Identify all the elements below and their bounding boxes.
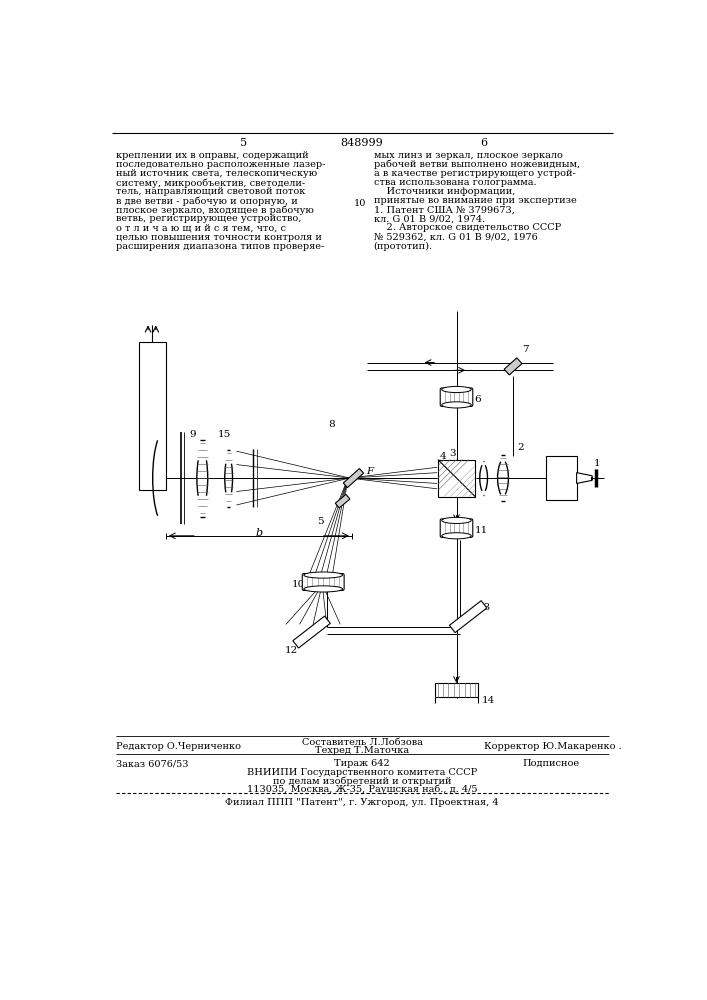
Ellipse shape bbox=[442, 386, 472, 393]
Text: Корректор Ю.Макаренко .: Корректор Ю.Макаренко . bbox=[484, 742, 621, 751]
Polygon shape bbox=[335, 494, 350, 508]
Text: № 529362, кл. G 01 B 9/02, 1976: № 529362, кл. G 01 B 9/02, 1976 bbox=[373, 233, 537, 242]
Text: F: F bbox=[366, 467, 373, 476]
Ellipse shape bbox=[304, 586, 343, 592]
Ellipse shape bbox=[442, 402, 472, 408]
Text: 113035, Москва, Ж-35, Раушская наб., д. 4/5: 113035, Москва, Ж-35, Раушская наб., д. … bbox=[247, 785, 477, 794]
Text: 14: 14 bbox=[481, 696, 495, 705]
FancyBboxPatch shape bbox=[303, 574, 344, 590]
Text: 10: 10 bbox=[354, 199, 367, 208]
Text: а в качестве регистрирующего устрой-: а в качестве регистрирующего устрой- bbox=[373, 169, 575, 178]
Text: целью повышения точности контроля и: целью повышения точности контроля и bbox=[115, 233, 322, 242]
Text: Источники информации,: Источники информации, bbox=[373, 187, 515, 196]
Text: мых линз и зеркал, плоское зеркало: мых линз и зеркал, плоское зеркало bbox=[373, 151, 563, 160]
Text: 15: 15 bbox=[218, 430, 231, 439]
Text: рабочей ветви выполнено ножевидным,: рабочей ветви выполнено ножевидным, bbox=[373, 160, 580, 169]
Text: Редактор О.Черниченко: Редактор О.Черниченко bbox=[115, 742, 240, 751]
Text: Заказ 6076/53: Заказ 6076/53 bbox=[115, 759, 188, 768]
Text: принятые во внимание при экспертизе: принятые во внимание при экспертизе bbox=[373, 196, 576, 205]
Text: (прототип).: (прототип). bbox=[373, 242, 433, 251]
FancyBboxPatch shape bbox=[440, 388, 473, 406]
Text: расширения диапазона типов проверяе-: расширения диапазона типов проверяе- bbox=[115, 242, 324, 251]
Bar bbox=[438, 460, 475, 497]
Text: о т л и ч а ю щ и й с я тем, что, с: о т л и ч а ю щ и й с я тем, что, с bbox=[115, 223, 286, 232]
Text: Подписное: Подписное bbox=[522, 759, 580, 768]
Polygon shape bbox=[344, 469, 363, 488]
Text: b: b bbox=[255, 528, 262, 538]
Text: 1: 1 bbox=[594, 459, 600, 468]
Text: 5: 5 bbox=[240, 138, 247, 148]
Text: 3: 3 bbox=[449, 449, 455, 458]
Text: ства использована голограмма.: ства использована голограмма. bbox=[373, 178, 536, 187]
Bar bbox=[436, 683, 478, 697]
Text: ветвь, регистрирующее устройство,: ветвь, регистрирующее устройство, bbox=[115, 214, 301, 223]
Text: Техред Т.Маточка: Техред Т.Маточка bbox=[315, 746, 409, 755]
Text: 1. Патент США № 3799673,: 1. Патент США № 3799673, bbox=[373, 205, 515, 214]
Text: 2: 2 bbox=[517, 443, 524, 452]
Text: 10: 10 bbox=[292, 580, 305, 589]
FancyBboxPatch shape bbox=[440, 519, 473, 537]
Text: Филиал ППП "Патент", г. Ужгород, ул. Проектная, 4: Филиал ППП "Патент", г. Ужгород, ул. Про… bbox=[225, 798, 498, 807]
Text: ВНИИПИ Государственного комитета СССР: ВНИИПИ Государственного комитета СССР bbox=[247, 768, 477, 777]
Text: 9: 9 bbox=[189, 430, 197, 439]
Text: 2. Авторское свидетельство СССР: 2. Авторское свидетельство СССР bbox=[373, 223, 561, 232]
Text: 6: 6 bbox=[480, 138, 487, 148]
Text: плоское зеркало, входящее в рабочую: плоское зеркало, входящее в рабочую bbox=[115, 205, 313, 215]
Text: ный источник света, телескопическую: ный источник света, телескопическую bbox=[115, 169, 317, 178]
Text: тель, направляющий световой поток: тель, направляющий световой поток bbox=[115, 187, 305, 196]
Bar bbox=[139, 342, 166, 490]
Polygon shape bbox=[577, 473, 592, 483]
Text: 7: 7 bbox=[522, 345, 529, 354]
Text: 6: 6 bbox=[474, 395, 481, 404]
Text: 8: 8 bbox=[329, 420, 335, 429]
Bar bbox=[546, 456, 577, 500]
Text: 848999: 848999 bbox=[341, 138, 383, 148]
Text: 11: 11 bbox=[474, 526, 488, 535]
Text: 5: 5 bbox=[317, 517, 324, 526]
Text: креплении их в оправы, содержащий: креплении их в оправы, содержащий bbox=[115, 151, 308, 160]
Text: систему, микрообъектив, светодели-: систему, микрообъектив, светодели- bbox=[115, 178, 305, 188]
Text: 4: 4 bbox=[440, 452, 446, 461]
Ellipse shape bbox=[304, 572, 343, 578]
Polygon shape bbox=[504, 358, 522, 375]
Text: кл. G 01 B 9/02, 1974.: кл. G 01 B 9/02, 1974. bbox=[373, 214, 485, 223]
Text: Тираж 642: Тираж 642 bbox=[334, 759, 390, 768]
Polygon shape bbox=[450, 601, 487, 633]
Ellipse shape bbox=[442, 517, 472, 523]
Text: последовательно расположенные лазер-: последовательно расположенные лазер- bbox=[115, 160, 325, 169]
Polygon shape bbox=[293, 616, 330, 648]
Text: 13: 13 bbox=[477, 603, 491, 612]
Text: Составитель Л.Лобзова: Составитель Л.Лобзова bbox=[301, 738, 422, 747]
Ellipse shape bbox=[442, 533, 472, 539]
Text: 12: 12 bbox=[284, 646, 298, 655]
Text: в две ветви - рабочую и опорную, и: в две ветви - рабочую и опорную, и bbox=[115, 196, 297, 206]
Text: по делам изобретений и открытий: по делам изобретений и открытий bbox=[273, 776, 451, 786]
